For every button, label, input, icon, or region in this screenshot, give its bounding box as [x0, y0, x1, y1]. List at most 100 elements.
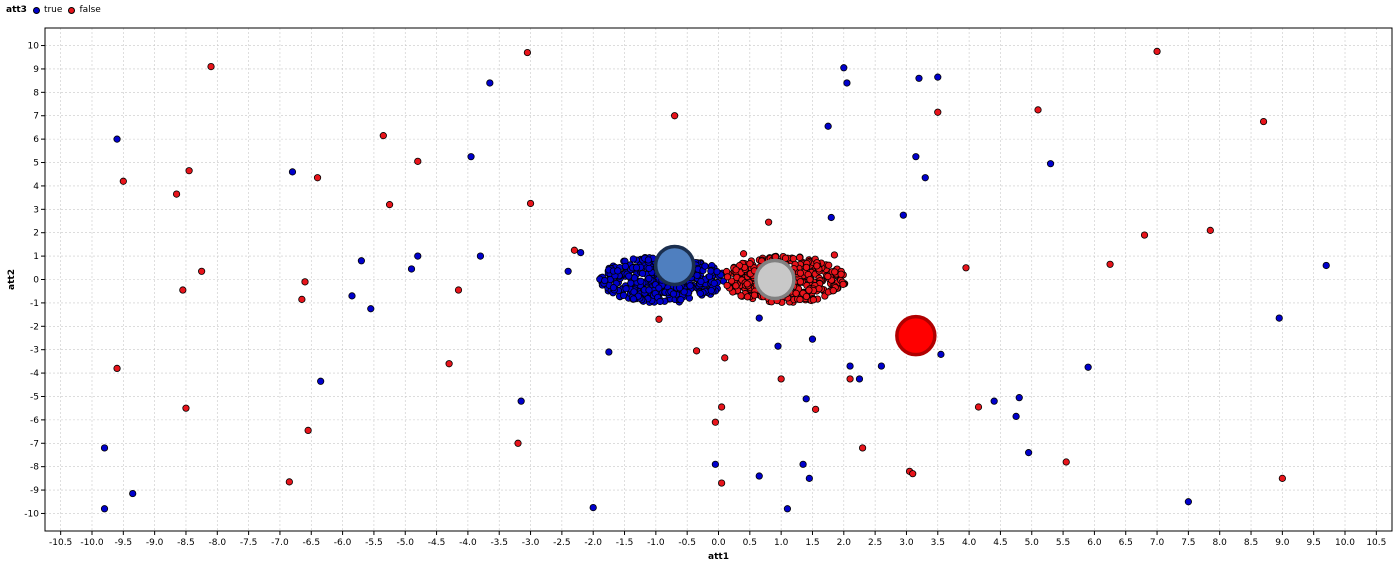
data-point-false	[445, 360, 453, 368]
x-tick-label: 10.0	[1335, 538, 1355, 548]
y-tick-label: -8	[30, 463, 39, 473]
x-tick-label: 7.5	[1181, 538, 1195, 548]
data-point-false	[934, 108, 942, 116]
x-tick-label: -10.5	[49, 538, 72, 548]
x-tick-label: -4.5	[428, 538, 446, 548]
cluster-point-false	[829, 287, 837, 295]
data-point-true	[990, 397, 998, 405]
y-tick-label: -10	[24, 509, 39, 519]
data-point-true	[1012, 412, 1020, 420]
cluster-point-true	[645, 286, 653, 294]
x-tick-label: -5.5	[365, 538, 383, 548]
data-point-false	[113, 364, 121, 373]
x-tick-label: -2.5	[553, 538, 571, 548]
data-point-true	[802, 395, 810, 403]
cluster-point-true	[614, 267, 622, 275]
data-point-false	[1106, 260, 1114, 268]
cluster-point-true	[669, 290, 678, 298]
data-point-false	[301, 278, 309, 286]
x-tick-label: -0.5	[678, 538, 696, 548]
cluster-point-false	[802, 263, 810, 271]
cluster-point-true	[627, 279, 635, 287]
y-tick-label: 9	[33, 65, 39, 75]
data-point-true	[912, 153, 920, 161]
data-point-false	[846, 375, 854, 383]
cluster-point-true	[601, 276, 609, 285]
data-point-true	[476, 252, 485, 260]
data-point-true	[1025, 449, 1033, 457]
data-point-false	[692, 347, 701, 355]
data-point-true	[1322, 261, 1330, 270]
cluster-point-true	[713, 268, 721, 276]
x-tick-label: 2.0	[837, 538, 852, 548]
cluster-point-true	[621, 262, 630, 271]
x-tick-label: 6.0	[1087, 538, 1102, 548]
cluster-point-false	[792, 289, 800, 297]
x-tick-label: -1.5	[616, 538, 634, 548]
y-tick-label: 10	[28, 42, 40, 52]
data-point-false	[304, 426, 312, 434]
cluster-point-false	[723, 281, 731, 289]
cluster-point-true	[629, 255, 637, 263]
cluster-point-false	[837, 270, 845, 278]
data-point-true	[589, 504, 597, 512]
x-tick-label: 5.0	[1025, 538, 1040, 548]
cluster-point-true	[710, 279, 718, 287]
highlight-marker-3	[895, 314, 937, 357]
data-point-false	[1278, 474, 1286, 482]
x-axis-title: att1	[708, 552, 729, 562]
x-tick-label: -1.0	[647, 538, 665, 548]
x-tick-label: -6.0	[334, 538, 352, 548]
cluster-point-false	[831, 268, 839, 276]
legend-swatch-true	[32, 6, 40, 14]
data-point-false	[711, 418, 719, 426]
cluster-point-false	[743, 280, 751, 288]
x-tick-label: -4.0	[459, 538, 477, 548]
cluster-point-false	[723, 273, 732, 281]
data-point-false	[765, 218, 773, 226]
data-point-false	[974, 403, 983, 411]
data-point-true	[517, 397, 525, 405]
data-point-true	[357, 257, 365, 265]
cluster-point-true	[655, 284, 663, 292]
cluster-point-false	[805, 286, 813, 294]
data-point-false	[721, 354, 729, 362]
y-tick-label: 3	[33, 205, 39, 215]
x-tick-label: 7.0	[1150, 538, 1165, 548]
data-point-false	[962, 264, 970, 272]
data-point-false	[172, 190, 181, 198]
x-tick-label: 3.5	[931, 538, 945, 548]
cluster-point-true	[677, 296, 685, 304]
data-point-false	[526, 199, 535, 208]
data-point-true	[711, 460, 719, 468]
data-point-true	[317, 377, 325, 385]
grid	[45, 28, 1392, 531]
cluster-point-true	[644, 256, 652, 264]
y-tick-label: -4	[30, 369, 39, 379]
data-point-true	[934, 73, 942, 81]
cluster-point-true	[707, 267, 715, 275]
data-point-true	[367, 305, 375, 313]
highlight-markers	[653, 244, 937, 357]
data-point-false	[414, 157, 422, 165]
cluster-point-true	[630, 288, 638, 296]
data-point-true	[799, 460, 807, 468]
data-point-true	[755, 472, 763, 480]
data-point-false	[655, 315, 663, 323]
x-tick-label: 2.5	[868, 538, 882, 548]
data-point-false	[1206, 226, 1214, 234]
data-point-false	[523, 48, 532, 57]
cluster-point-false	[824, 272, 832, 280]
y-tick-label: 4	[33, 182, 39, 192]
x-tick-label: -7.0	[271, 538, 289, 548]
data-point-true	[113, 135, 121, 143]
data-point-false	[514, 439, 522, 447]
data-point-true	[407, 265, 416, 273]
legend-entry-true: true	[32, 5, 62, 15]
x-tick-label: 6.5	[1119, 538, 1133, 548]
cluster-point-false	[746, 260, 754, 268]
y-tick-label: -7	[30, 439, 39, 449]
x-tick-label: 8.0	[1213, 538, 1228, 548]
